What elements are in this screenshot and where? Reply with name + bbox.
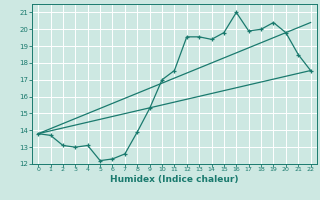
X-axis label: Humidex (Indice chaleur): Humidex (Indice chaleur) (110, 175, 239, 184)
